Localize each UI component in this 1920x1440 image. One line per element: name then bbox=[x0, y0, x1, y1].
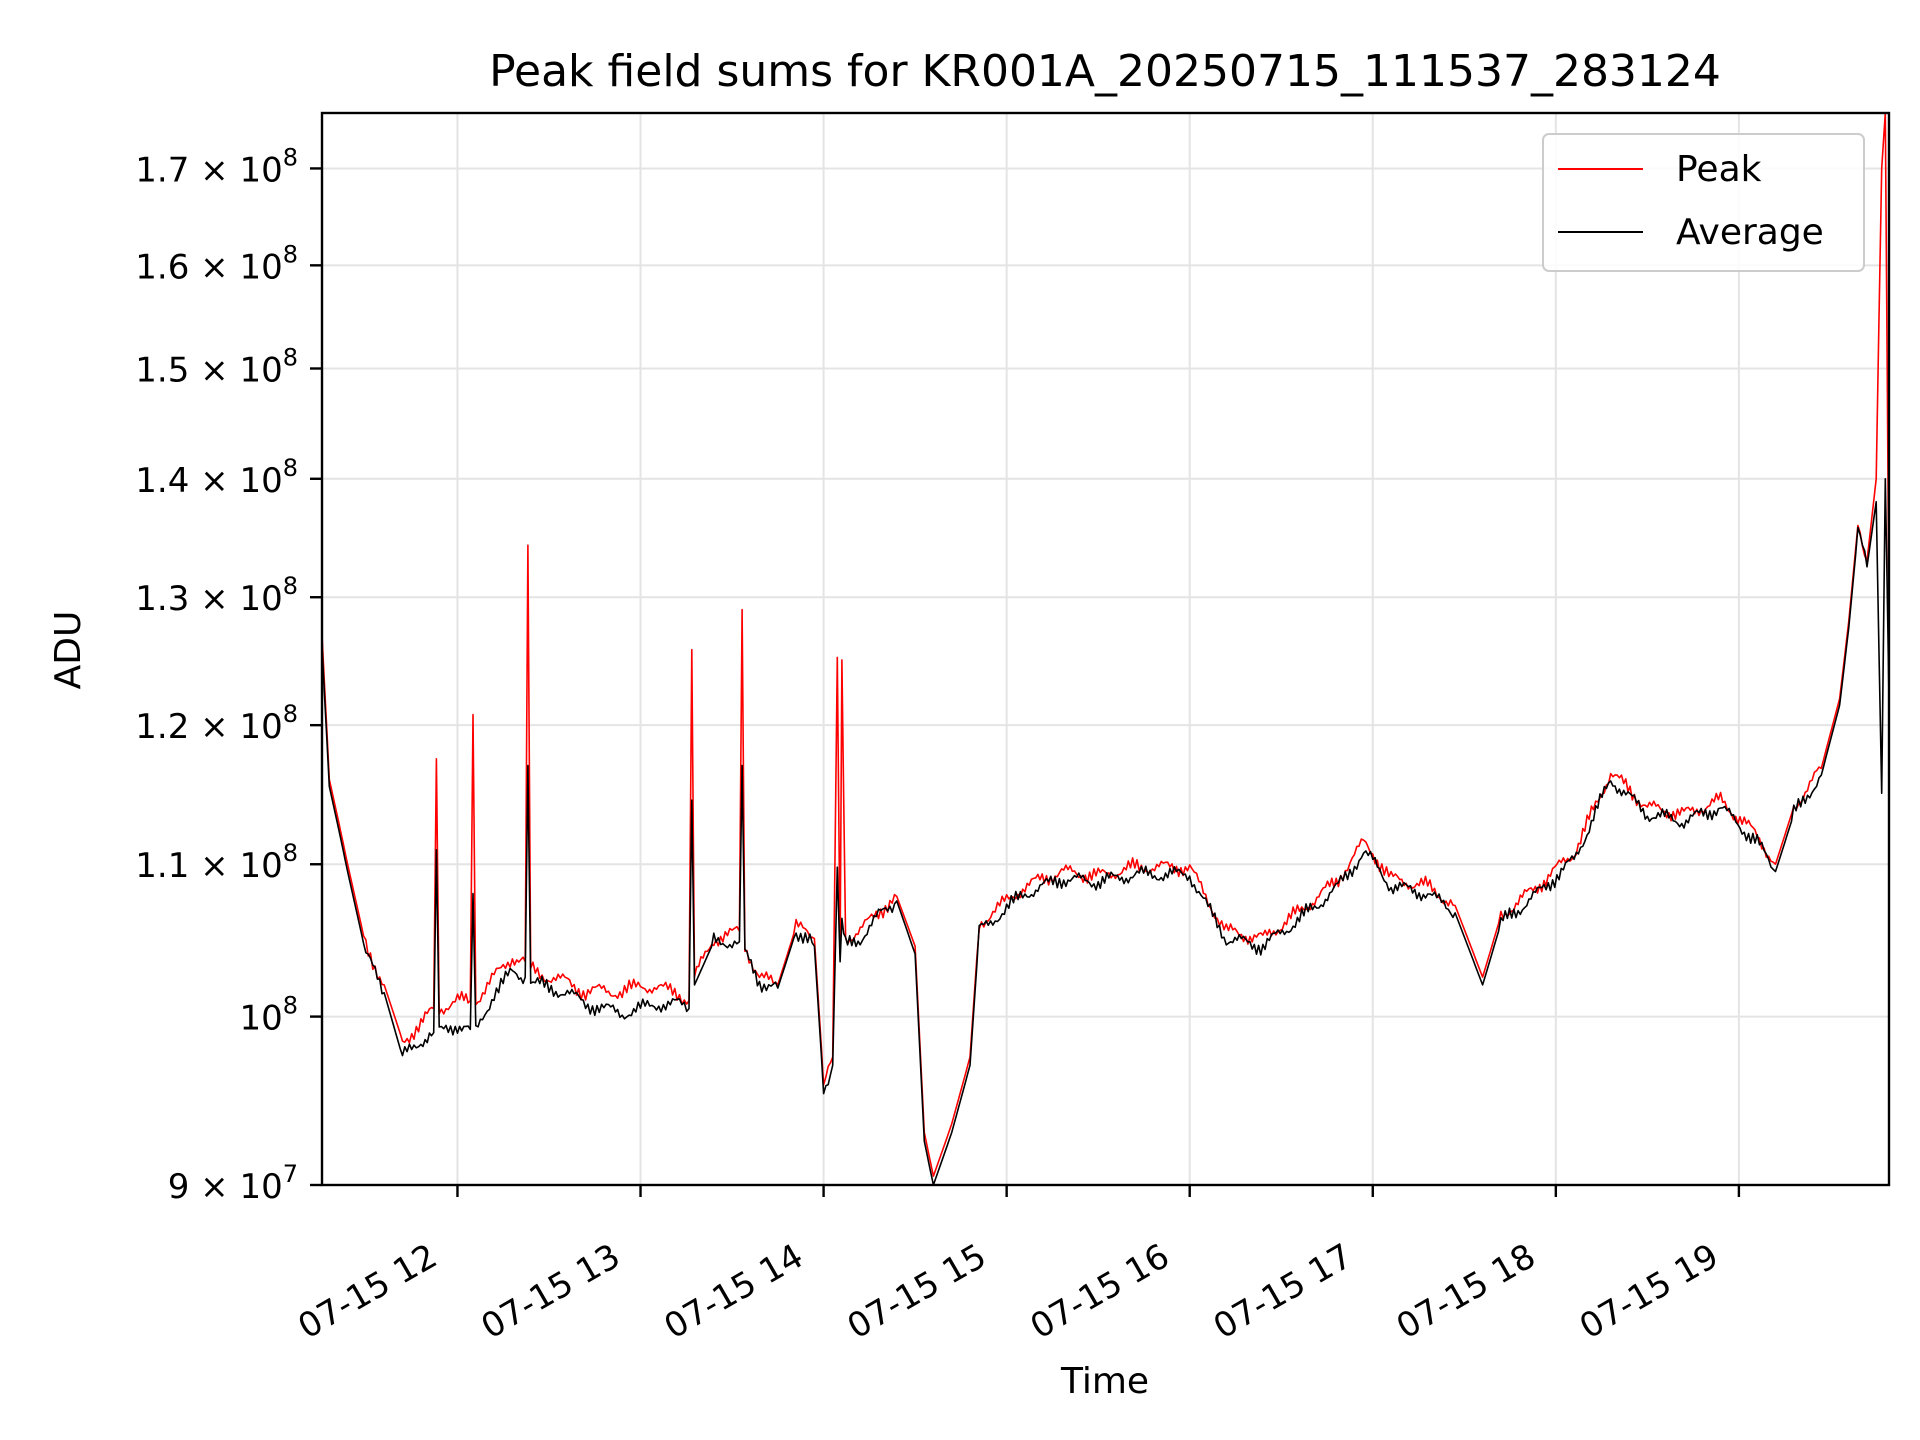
y-tick-label-2: 1.1 × 108 bbox=[135, 839, 298, 886]
y-tick-label-4: 1.3 × 108 bbox=[135, 572, 298, 619]
y-tick-label-3: 1.2 × 108 bbox=[135, 700, 298, 747]
series-line-peak bbox=[322, 113, 1889, 1177]
plot-frame bbox=[320, 111, 1891, 1187]
legend: Peak Average bbox=[1542, 133, 1865, 272]
legend-label-peak: Peak bbox=[1676, 149, 1762, 190]
y-tick-label-5: 1.4 × 108 bbox=[135, 454, 298, 501]
y-tick-label-6: 1.5 × 108 bbox=[135, 344, 298, 391]
y-ticks: 9 × 107 108 1.1 × 108 1.2 × 108 1.3 × 108 1.4… bbox=[135, 143, 322, 1207]
legend-label-average: Average bbox=[1676, 212, 1824, 253]
y-tick-label-8: 1.7 × 108 bbox=[135, 143, 298, 190]
series-line-average bbox=[322, 478, 1889, 1185]
y-tick-label-7: 1.6 × 108 bbox=[135, 240, 298, 287]
y-axis-label: ADU bbox=[48, 611, 89, 690]
chart-title: Peak field sums for KR001A_20250715_1115… bbox=[489, 46, 1721, 97]
series-layer bbox=[322, 113, 1889, 1185]
y-tick-label-1: 108 bbox=[239, 992, 298, 1039]
y-tick-label-0: 9 × 107 bbox=[168, 1160, 298, 1207]
x-axis-label: Time bbox=[1060, 1361, 1149, 1402]
